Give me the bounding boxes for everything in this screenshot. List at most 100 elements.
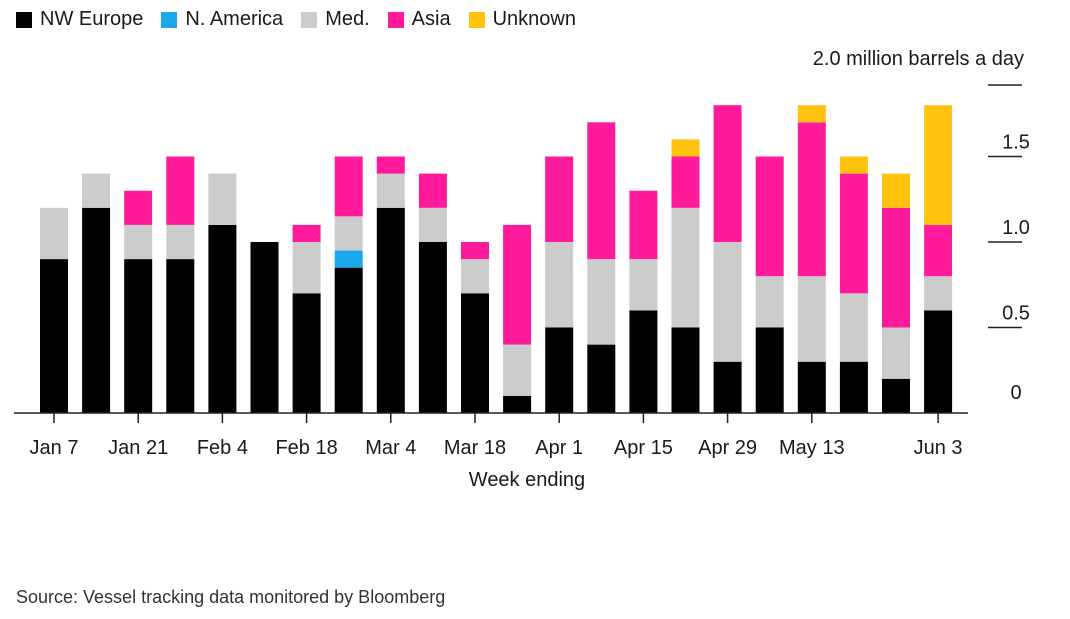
- bar-nw-europe: [839, 361, 868, 413]
- bar-unknown: [671, 139, 700, 157]
- source-note: Source: Vessel tracking data monitored b…: [16, 587, 446, 607]
- legend-swatch: [387, 11, 404, 28]
- bar-asia: [545, 156, 574, 242]
- bar-asia: [376, 156, 405, 174]
- bar-asia: [461, 242, 489, 260]
- bar-med: [839, 293, 868, 362]
- bar-nw-europe: [461, 293, 489, 413]
- legend-item-nw-europe: NW Europe: [16, 8, 143, 31]
- x-tick-label: Mar 4: [365, 437, 416, 459]
- bar-nw-europe: [334, 267, 363, 413]
- y-tick-label: 1.0: [1002, 217, 1030, 239]
- bar-unknown: [882, 173, 910, 208]
- x-tick-label: Apr 15: [614, 437, 673, 459]
- bar-asia: [797, 122, 826, 277]
- x-tick-label: May 13: [779, 437, 845, 459]
- x-tick-label: Jan 21: [108, 437, 168, 459]
- bar-nw-europe: [671, 327, 700, 413]
- bar-med: [503, 344, 532, 396]
- y-tick-label: 1.5: [1002, 132, 1030, 154]
- bar-med: [40, 207, 68, 260]
- bar-nw-europe: [166, 259, 195, 413]
- legend-item-unknown: Unknown: [468, 8, 576, 31]
- bar-unknown: [797, 105, 826, 123]
- x-tick-label: Feb 4: [197, 437, 248, 459]
- bar-med: [208, 173, 237, 225]
- bar-nw-europe: [250, 242, 279, 413]
- stacked-bar-chart: 0 0.5 1.0 1.5 Jan 7 Jan 21 Feb 4 Feb 18 Mar 4 Mar…: [14, 84, 1030, 491]
- legend-item-n-america: N. America: [161, 8, 283, 31]
- bar-nw-europe: [208, 224, 237, 413]
- x-axis-title: Week ending: [469, 469, 585, 491]
- bar-med: [671, 207, 700, 328]
- bar-nw-europe: [629, 310, 658, 413]
- bar-asia: [671, 156, 700, 208]
- bar-nw-europe: [587, 344, 616, 413]
- bar-asia: [839, 173, 868, 294]
- bar-n-america: [334, 250, 363, 268]
- x-tick-label: Feb 18: [275, 437, 337, 459]
- bar-unknown: [839, 156, 868, 174]
- bar-nw-europe: [882, 378, 910, 413]
- bar-med: [629, 259, 658, 311]
- bar-med: [166, 224, 195, 260]
- legend: NW Europe N. America Med. Asia Unknown: [16, 8, 576, 31]
- bar-asia: [418, 173, 447, 208]
- bar-nw-europe: [755, 327, 784, 413]
- legend-swatch: [468, 11, 485, 28]
- bar-med: [418, 207, 447, 242]
- bar-asia: [755, 156, 784, 277]
- legend-label: Unknown: [492, 8, 576, 30]
- bar-med: [587, 259, 616, 345]
- x-tick-label: Jun 3: [914, 437, 963, 459]
- bar-asia: [166, 156, 195, 225]
- bar-unknown: [924, 105, 953, 225]
- legend-swatch: [301, 11, 318, 28]
- bar-asia: [924, 224, 953, 277]
- legend-label: Med.: [325, 8, 370, 30]
- bar-med: [292, 242, 321, 294]
- bar-nw-europe: [40, 259, 68, 413]
- bar-asia: [503, 224, 532, 345]
- bar-nw-europe: [713, 361, 742, 413]
- bar-med: [924, 276, 953, 311]
- y-tick-label: 0.5: [1002, 303, 1030, 325]
- bar-asia: [334, 156, 363, 217]
- bar-nw-europe: [82, 207, 111, 413]
- bar-med: [882, 327, 910, 379]
- bar-med: [755, 276, 784, 328]
- bar-asia: [713, 105, 742, 242]
- bar-nw-europe: [503, 395, 532, 413]
- bar-med: [82, 173, 111, 208]
- bar-med: [334, 216, 363, 251]
- bar-med: [713, 242, 742, 362]
- legend-item-med: Med.: [301, 8, 370, 31]
- bar-nw-europe: [124, 259, 153, 413]
- bar-asia: [587, 122, 616, 260]
- bar-nw-europe: [418, 242, 447, 413]
- unit-label: 2.0 million barrels a day: [812, 48, 1024, 70]
- x-tick-label: Jan 7: [30, 437, 79, 459]
- legend-item-asia: Asia: [387, 8, 451, 31]
- bar-med: [461, 259, 489, 294]
- bar-nw-europe: [545, 327, 574, 413]
- bar-asia: [124, 190, 153, 225]
- bar-nw-europe: [376, 207, 405, 413]
- legend-label: NW Europe: [40, 8, 144, 30]
- x-tick-label: Mar 18: [444, 437, 506, 459]
- legend-label: Asia: [411, 8, 451, 30]
- bar-asia: [629, 190, 658, 260]
- bar-med: [545, 242, 574, 328]
- bar-med: [124, 224, 153, 260]
- legend-swatch: [161, 11, 178, 28]
- bar-nw-europe: [292, 293, 321, 413]
- x-tick-label: Apr 1: [535, 437, 583, 459]
- bar-med: [797, 276, 826, 362]
- y-tick-label: 0: [1010, 382, 1021, 404]
- x-tick-label: Apr 29: [698, 437, 757, 459]
- bar-med: [376, 173, 405, 208]
- legend-swatch: [16, 11, 32, 28]
- bar-asia: [882, 207, 910, 328]
- legend-label: N. America: [185, 8, 284, 30]
- bar-nw-europe: [924, 310, 953, 413]
